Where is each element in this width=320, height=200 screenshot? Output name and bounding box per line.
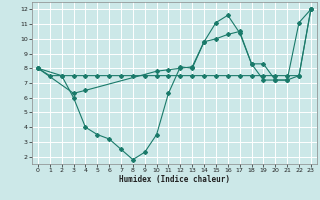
X-axis label: Humidex (Indice chaleur): Humidex (Indice chaleur): [119, 175, 230, 184]
